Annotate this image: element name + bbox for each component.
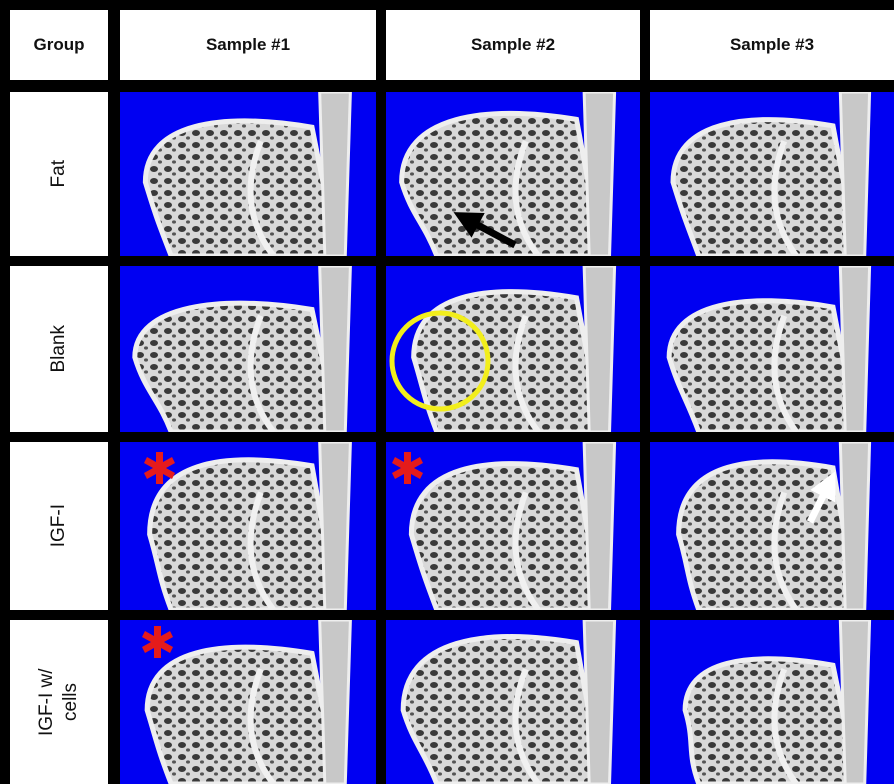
row-label-cell: IGF-I — [10, 442, 108, 610]
row-label: IGF-I w/ cells — [35, 654, 83, 750]
column-header: Sample #2 — [386, 10, 640, 80]
column-header: Sample #3 — [650, 10, 894, 80]
row-label: IGF-I — [47, 504, 71, 547]
row-label-cell: Blank — [10, 266, 108, 432]
bone-render — [650, 620, 894, 784]
microct-image — [650, 620, 894, 784]
row-label-cell: IGF-I w/ cells — [10, 620, 108, 784]
microct-image — [386, 266, 640, 432]
microct-image — [650, 266, 894, 432]
microct-image — [650, 92, 894, 256]
bone-render — [120, 92, 376, 256]
microct-image — [386, 620, 640, 784]
page: {"table": { "header": ["Group", "Sample … — [0, 0, 894, 784]
microct-image — [120, 442, 376, 610]
microct-image — [120, 266, 376, 432]
row-label-cell: Fat — [10, 92, 108, 256]
microct-image — [386, 92, 640, 256]
row-label: Fat — [47, 160, 71, 187]
bone-render — [120, 620, 376, 784]
column-header: Group — [10, 10, 108, 80]
microct-image — [120, 620, 376, 784]
bone-render — [386, 92, 640, 256]
microct-image — [120, 92, 376, 256]
microct-image — [650, 442, 894, 610]
bone-render — [120, 442, 376, 610]
row-label: Blank — [47, 325, 71, 373]
bone-render — [386, 266, 640, 432]
bone-render — [650, 266, 894, 432]
column-header: Sample #1 — [120, 10, 376, 80]
bone-render — [120, 266, 376, 432]
bone-render — [650, 442, 894, 610]
bone-render — [386, 442, 640, 610]
bone-render — [650, 92, 894, 256]
microct-image — [386, 442, 640, 610]
bone-render — [386, 620, 640, 784]
